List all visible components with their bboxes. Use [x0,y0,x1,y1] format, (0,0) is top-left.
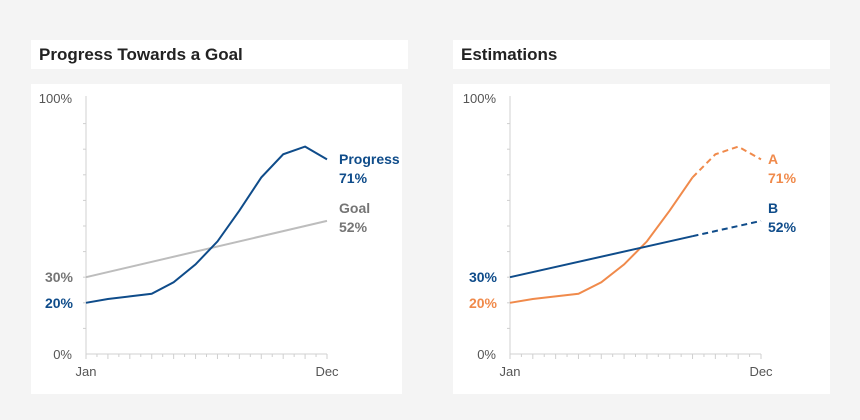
x-tick-label: Jan [500,364,521,379]
series-line-a-actual [509,176,694,304]
series-name-label-b: B [768,200,778,216]
chart-title-bar: Progress Towards a Goal [31,40,408,69]
x-tick-label: Dec [749,364,773,379]
chart-title: Progress Towards a Goal [39,45,243,64]
y-tick-label: 100% [39,91,73,106]
series-line-b-estimate [692,219,762,238]
y-tick-label: 100% [463,91,497,106]
plot-area [453,84,830,394]
series-name-label-goal: Goal [339,200,370,216]
series-line-a-estimate [691,145,762,179]
start-label-b: 30% [469,269,498,285]
y-tick-label: 0% [53,347,72,362]
chart-panel-estimations: Estimations 100% 0% Jan Dec 20% A 71% 30% B 52% [453,40,830,394]
y-tick-label: 0% [477,347,496,362]
chart-panel-progress: Progress Towards a Goal 100% 0% Jan Dec 30% G… [31,40,408,394]
plot-area [31,84,402,394]
chart-title-bar: Estimations [453,40,830,69]
start-label-goal: 30% [45,269,74,285]
series-name-label-a: A [768,151,778,167]
estimations-chart: 100% 0% Jan Dec 20% A 71% 30% B 52% [463,91,797,379]
series-line-b-actual [509,235,693,279]
end-label-progress: 71% [339,170,368,186]
series-line-goal [85,219,328,279]
end-label-a: 71% [768,170,797,186]
start-label-a: 20% [469,295,498,311]
start-label-progress: 20% [45,295,74,311]
series-line-progress [85,145,328,304]
end-label-goal: 52% [339,219,368,235]
series-name-label-progress: Progress [339,151,400,167]
progress-chart: 100% 0% Jan Dec 30% Goal 52% 20% Progress 71% [39,91,400,379]
end-label-b: 52% [768,219,797,235]
chart-title: Estimations [461,45,558,64]
x-tick-label: Jan [76,364,97,379]
x-tick-label: Dec [315,364,339,379]
